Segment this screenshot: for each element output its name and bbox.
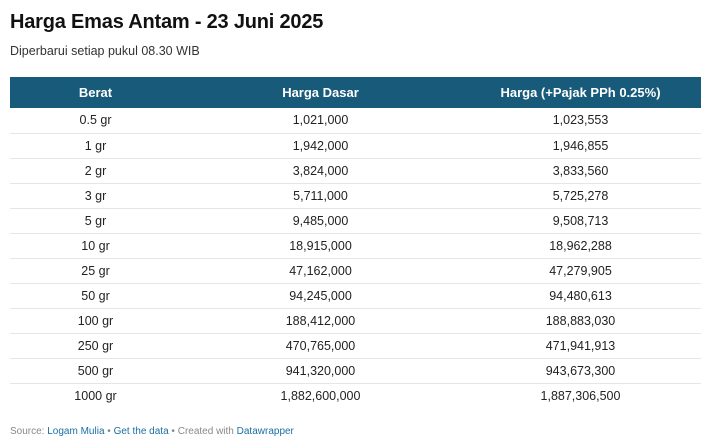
datawrapper-link[interactable]: Datawrapper [236,426,294,437]
chart-title: Harga Emas Antam - 23 Juni 2025 [10,11,324,33]
cell-harga-dasar: 1,021,000 [181,108,460,134]
column-header-harga-pajak[interactable]: Harga (+Pajak PPh 0.25%) [500,85,661,100]
table-row: 1000 gr 1,882,600,000 1,887,306,500 [10,383,701,408]
footer-separator: • [171,426,175,437]
table-row: 500 gr 941,320,000 943,673,300 [10,358,701,384]
cell-harga-pajak: 1,946,855 [460,133,701,159]
cell-berat: 500 gr [10,358,181,384]
cell-harga-pajak: 18,962,288 [460,233,701,259]
cell-harga-pajak: 47,279,905 [460,258,701,284]
cell-harga-dasar: 470,765,000 [181,333,460,359]
cell-harga-dasar: 47,162,000 [181,258,460,284]
cell-berat: 3 gr [10,183,181,209]
cell-harga-dasar: 5,711,000 [181,183,460,209]
column-header-harga-dasar[interactable]: Harga Dasar [282,85,359,100]
cell-harga-pajak: 5,725,278 [460,183,701,209]
cell-harga-pajak: 943,673,300 [460,358,701,384]
cell-berat: 10 gr [10,233,181,259]
table-row: 25 gr 47,162,000 47,279,905 [10,258,701,284]
table-row: 250 gr 470,765,000 471,941,913 [10,333,701,359]
cell-harga-dasar: 1,942,000 [181,133,460,159]
table-row: 100 gr 188,412,000 188,883,030 [10,308,701,334]
table-row: 2 gr 3,824,000 3,833,560 [10,158,701,184]
cell-berat: 5 gr [10,208,181,234]
table-row: 5 gr 9,485,000 9,508,713 [10,208,701,234]
cell-harga-pajak: 188,883,030 [460,308,701,334]
cell-berat: 50 gr [10,283,181,309]
cell-harga-pajak: 471,941,913 [460,333,701,359]
table-row: 10 gr 18,915,000 18,962,288 [10,233,701,259]
cell-harga-dasar: 3,824,000 [181,158,460,184]
source-link[interactable]: Logam Mulia [47,426,105,437]
cell-berat: 0.5 gr [10,108,181,134]
cell-berat: 250 gr [10,333,181,359]
table-body: 0.5 gr 1,021,000 1,023,553 1 gr 1,942,000 1,9… [10,108,701,408]
cell-harga-dasar: 941,320,000 [181,358,460,384]
get-data-link[interactable]: Get the data [113,426,169,437]
cell-berat: 1000 gr [74,388,117,403]
cell-berat: 100 gr [10,308,181,334]
cell-harga-dasar: 9,485,000 [181,208,460,234]
cell-harga-dasar: 94,245,000 [181,283,460,309]
cell-harga-dasar: 18,915,000 [181,233,460,259]
cell-berat: 2 gr [10,158,181,184]
cell-harga-pajak: 1,887,306,500 [540,388,621,403]
source-label: Source: [10,426,45,437]
cell-harga-pajak: 94,480,613 [460,283,701,309]
price-table: Berat Harga Dasar Harga (+Pajak PPh 0.25… [10,77,701,408]
chart-footer: Source: Logam Mulia • Get the data • Cre… [10,426,294,437]
table-row: 0.5 gr 1,021,000 1,023,553 [10,108,701,134]
cell-harga-dasar: 1,882,600,000 [280,388,361,403]
cell-harga-pajak: 9,508,713 [460,208,701,234]
cell-harga-pajak: 1,023,553 [460,108,701,134]
table-row: 3 gr 5,711,000 5,725,278 [10,183,701,209]
cell-berat: 25 gr [10,258,181,284]
column-header-berat[interactable]: Berat [78,85,113,100]
table-row: 50 gr 94,245,000 94,480,613 [10,283,701,309]
cell-berat: 1 gr [10,133,181,159]
table-row: 1 gr 1,942,000 1,946,855 [10,133,701,159]
chart-subtitle: Diperbarui setiap pukul 08.30 WIB [10,44,200,58]
footer-separator: • [107,426,111,437]
cell-harga-dasar: 188,412,000 [181,308,460,334]
table-header-row: Berat Harga Dasar Harga (+Pajak PPh 0.25… [10,77,701,108]
cell-harga-pajak: 3,833,560 [460,158,701,184]
created-with-label: Created with [177,426,234,437]
